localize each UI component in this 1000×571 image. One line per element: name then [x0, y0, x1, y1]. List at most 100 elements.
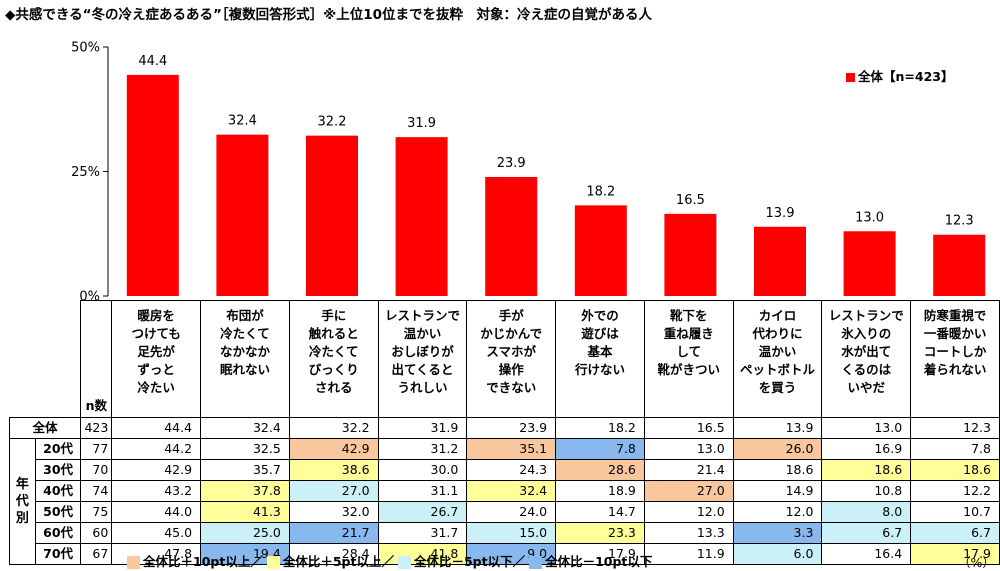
table-cell: 35.7	[200, 459, 290, 481]
table-cell: 42.9	[111, 459, 202, 481]
table-corner	[9, 300, 82, 418]
row-label: 20代	[34, 438, 82, 460]
highlight-legend-item: 全体比＋10pt以上／	[127, 554, 263, 569]
bar-value-label: 23.9	[497, 156, 526, 171]
highlight-legend-item: 全体比－10pt以下	[529, 554, 652, 569]
table-cell: 6.7	[910, 522, 1000, 544]
bar-chart: 0% 25% 50% 44.4 32.4 32.2 31.9 23.9 18.2 16.5 13.9…	[71, 41, 986, 300]
n-value: 77	[80, 438, 113, 460]
table-cell: 6.7	[821, 522, 912, 544]
highlight-legend-item: 全体比－5pt以下／	[397, 554, 526, 569]
n-value: 67	[80, 543, 113, 565]
table-cell: 23.3	[555, 522, 645, 544]
bar	[395, 137, 448, 296]
bar-value-label: 31.9	[407, 116, 436, 131]
table-cell: 17.9	[910, 543, 1000, 565]
highlight-label: 全体比＋10pt以上／	[143, 554, 263, 569]
table-cell: 15.0	[466, 522, 557, 544]
table-cell: 12.3	[910, 417, 1000, 439]
table-cell: 17.9	[555, 543, 645, 565]
chart-title: ◆共感できる“冬の冷え症あるある”［複数回答形式］※上位10位までを抜粋 対象：…	[5, 7, 653, 23]
table-cell: 32.0	[288, 501, 379, 523]
table-cell: 43.2	[111, 480, 202, 502]
table-cell: 32.4	[466, 480, 557, 502]
table-cell: 18.6	[732, 459, 823, 481]
table-cell: 32.4	[200, 417, 290, 439]
table-cell: 18.2	[555, 417, 645, 439]
table-cell: 13.0	[821, 417, 912, 439]
table-cell: 10.7	[910, 501, 1000, 523]
table-cell: 27.0	[288, 480, 379, 502]
bar	[126, 74, 179, 296]
highlight-legend-item: 全体比＋5pt以上／	[266, 554, 394, 569]
category-label: 靴下を 重ね履き して 靴がきつい	[643, 300, 734, 418]
row-label: 全体	[8, 417, 82, 439]
table-cell: 25.0	[200, 522, 290, 544]
highlight-swatch	[127, 556, 140, 569]
table-cell: 12.2	[910, 480, 1000, 502]
table-cell: 42.9	[288, 438, 379, 460]
table-cell: 31.7	[377, 522, 468, 544]
category-label: カイロ 代わりに 温かい ペットボトル を買う	[732, 300, 823, 418]
table-cell: 21.7	[288, 522, 379, 544]
table-cell: 31.9	[377, 417, 468, 439]
table-cell: 24.3	[466, 459, 557, 481]
table-cell: 26.0	[732, 438, 823, 460]
n-value: 74	[80, 480, 113, 502]
table-cell: 30.0	[377, 459, 468, 481]
table-cell: 13.3	[643, 522, 734, 544]
y-tick-label: 25%	[71, 165, 100, 180]
category-label: 暖房を つけても 足先が ずっと 冷たい	[111, 300, 202, 418]
table-cell: 38.6	[288, 459, 379, 481]
table-cell: 41.3	[200, 501, 290, 523]
age-row: 年 代 別 20代 77 44.2 32.5 42.9 31.2 35.1 7.8 13.0 26.…	[9, 438, 1000, 565]
table-cell: 31.1	[377, 480, 468, 502]
y-tick-label: 50%	[71, 41, 100, 56]
row-label: 70代	[34, 543, 82, 565]
table-cell: 26.7	[377, 501, 468, 523]
bar	[933, 234, 986, 296]
table-cell: 18.6	[910, 459, 1000, 481]
table-cell: 7.8	[555, 438, 645, 460]
table-cell: 28.4	[288, 543, 379, 565]
table-cell: 24.0	[466, 501, 557, 523]
age-row: 50代 75 44.0 41.3 32.0 26.7 24.0 14.7 12.0 12.0 8.0…	[10, 501, 1000, 523]
highlight-label: 全体比＋5pt以上／	[282, 554, 394, 569]
table-cell: 44.4	[111, 417, 202, 439]
bar-value-label: 16.5	[676, 193, 705, 208]
highlight-swatch	[529, 556, 543, 569]
highlight-swatch	[397, 556, 411, 569]
bar	[216, 134, 269, 296]
bar	[754, 226, 806, 296]
table-cell: 13.0	[643, 438, 734, 460]
table-cell: 12.0	[643, 501, 734, 523]
bar-value-label: 13.0	[855, 210, 884, 225]
category-label: 手に 触れると 冷たくて びっくり される	[288, 300, 379, 418]
table-cell: 10.8	[821, 480, 912, 502]
table-cell: 37.8	[200, 480, 290, 502]
bar	[306, 135, 358, 296]
table-cell: 11.9	[643, 543, 734, 565]
category-label: 外での 遊びは 基本 行けない	[555, 300, 645, 418]
table-cell: 16.5	[643, 417, 734, 439]
table-cell: 44.0	[111, 501, 202, 523]
bar	[664, 213, 717, 296]
highlight-label: 全体比－5pt以下／	[413, 554, 526, 569]
table-cell: 32.2	[288, 417, 379, 439]
bar	[485, 176, 538, 296]
category-label: レストランで 温かい おしぼりが 出てくると うれしい	[377, 300, 468, 418]
table-cell: 28.6	[555, 459, 645, 481]
bar-value-label: 18.2	[586, 184, 615, 199]
age-row: 60代 60 45.0 25.0 21.7 31.7 15.0 23.3 13.3 3.3 6.7 6…	[10, 522, 1000, 544]
row-label: 50代	[34, 501, 82, 523]
n-header: n数	[80, 300, 113, 418]
table-cell: 14.9	[732, 480, 823, 502]
table-cell: 13.9	[732, 417, 823, 439]
table-cell: 18.6	[821, 459, 912, 481]
unit-label: （%）	[958, 555, 995, 570]
bar-value-label: 32.4	[228, 114, 257, 129]
age-row: 40代 74 43.2 37.8 27.0 31.1 32.4 18.9 27.0 14.9 10.…	[10, 480, 1000, 502]
table-cell: 23.9	[466, 417, 557, 439]
table-cell: 6.0	[732, 543, 823, 565]
bar-value-label: 12.3	[945, 214, 974, 229]
